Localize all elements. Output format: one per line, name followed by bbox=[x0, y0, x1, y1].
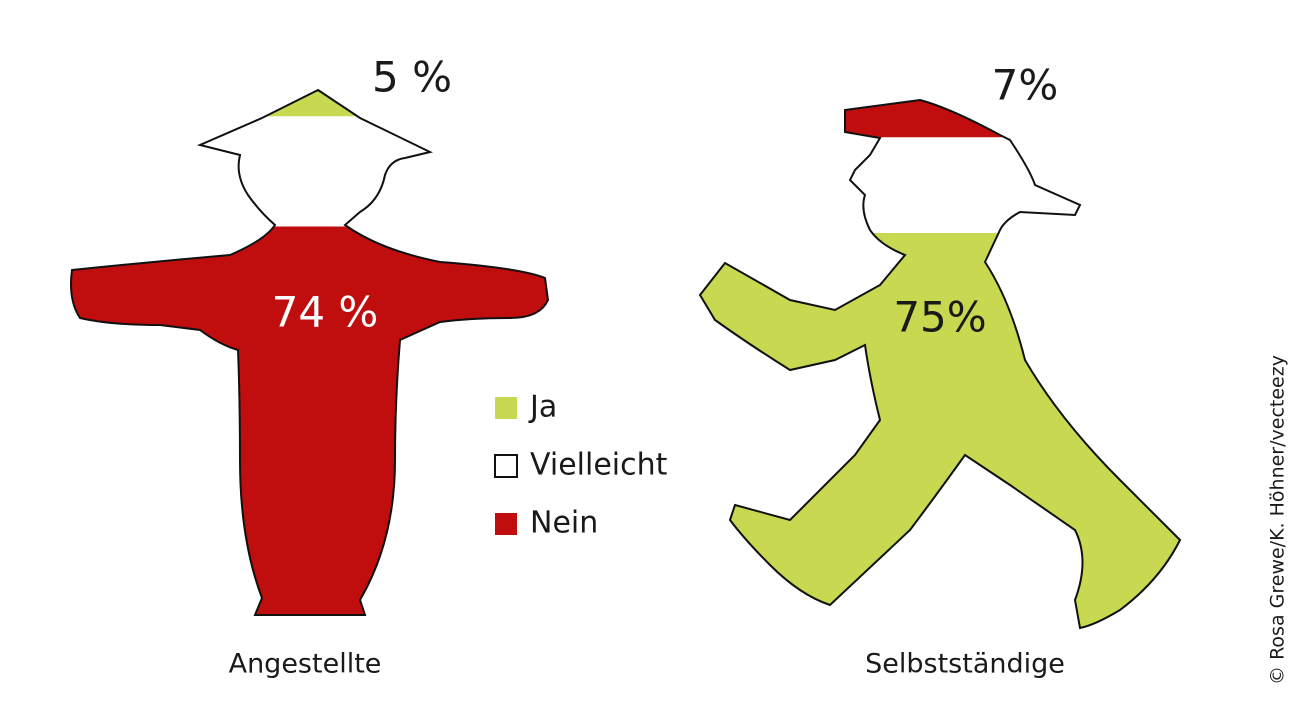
legend-label: Nein bbox=[530, 506, 598, 541]
value-label: 75% bbox=[893, 293, 986, 342]
category-label: Selbstständige bbox=[865, 649, 1065, 680]
figures bbox=[70, 89, 1181, 629]
legend-label: Ja bbox=[528, 390, 557, 425]
value-label: 5 % bbox=[372, 53, 452, 102]
figure-segment bbox=[71, 226, 548, 615]
legend-swatch bbox=[494, 454, 518, 478]
value-label: 7% bbox=[992, 61, 1059, 110]
category-label: Angestellte bbox=[229, 649, 382, 680]
legend-label: Vielleicht bbox=[530, 448, 668, 483]
value-label: 74 % bbox=[272, 288, 379, 337]
credit: © Rosa Grewe/K. Höhner/vecteezy bbox=[1267, 355, 1289, 685]
figure-segment bbox=[700, 137, 1180, 233]
legend-swatch bbox=[495, 513, 517, 535]
figure-segment bbox=[71, 116, 548, 227]
legend-swatch bbox=[495, 397, 517, 419]
